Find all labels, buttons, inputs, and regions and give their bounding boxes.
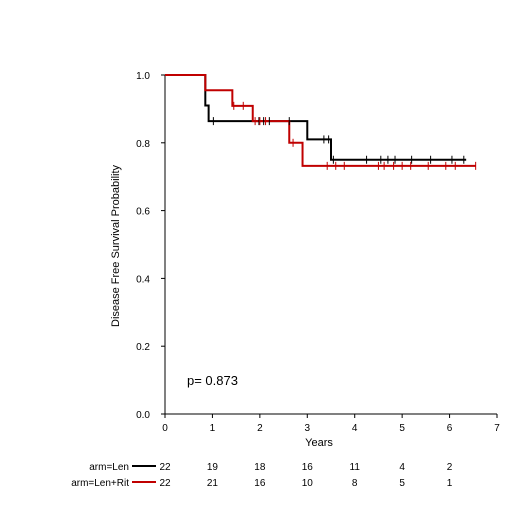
- x-tick-label: 3: [305, 423, 311, 434]
- x-axis-label: Years: [305, 437, 333, 449]
- y-tick-label: 0.0: [136, 410, 150, 421]
- x-tick-label: 5: [399, 423, 405, 434]
- risk-count: 8: [352, 478, 358, 489]
- y-tick-label: 0.6: [136, 207, 150, 218]
- x-tick-label: 7: [494, 423, 500, 434]
- risk-count: 5: [399, 478, 405, 489]
- x-ticks: 0 1 2 3 4 5 6 7: [162, 414, 500, 434]
- risk-count: 16: [254, 478, 266, 489]
- risk-count: 19: [207, 462, 219, 473]
- risk-count: 18: [254, 462, 266, 473]
- risk-row-label: arm=Len+Rit: [71, 478, 129, 489]
- y-tick-label: 0.4: [136, 274, 150, 285]
- y-tick-label: 1.0: [136, 71, 150, 82]
- x-tick-label: 2: [257, 423, 263, 434]
- series-lines: [165, 74, 476, 167]
- x-tick-label: 6: [447, 423, 453, 434]
- y-tick-label: 0.8: [136, 139, 150, 150]
- risk-count: 22: [159, 478, 171, 489]
- risk-count: 22: [159, 462, 171, 473]
- series-line-2: [165, 74, 476, 167]
- censor-marks: [212, 101, 477, 170]
- series-line-1: [165, 74, 467, 161]
- risk-count: 10: [302, 478, 314, 489]
- y-axis-label: Disease Free Survival Probability: [110, 164, 122, 327]
- y-tick-label: 0.2: [136, 342, 150, 353]
- risk-row-label: arm=Len: [89, 462, 129, 473]
- x-tick-label: 0: [162, 423, 168, 434]
- risk-count: 11: [350, 462, 361, 473]
- x-tick-label: 1: [210, 423, 216, 434]
- risk-count: 4: [399, 462, 405, 473]
- axes: [164, 75, 497, 415]
- risk-count: 16: [302, 462, 314, 473]
- y-ticks: 0.0 0.2 0.4 0.6 0.8 1.0: [136, 71, 165, 421]
- risk-count: 2: [447, 462, 453, 473]
- p-value-annotation: p= 0.873: [187, 373, 238, 388]
- risk-count: 1: [447, 478, 453, 489]
- at-risk-table: arm=Len 22 19 18 16 11 4 2 arm=Len+Rit 22 21 16 10 8 5…: [71, 462, 453, 489]
- risk-count: 21: [207, 478, 219, 489]
- x-tick-label: 4: [352, 423, 358, 434]
